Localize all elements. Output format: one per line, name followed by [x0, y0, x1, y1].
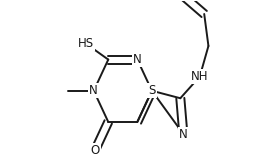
Text: N: N — [179, 128, 188, 141]
Text: HS: HS — [78, 37, 94, 50]
Text: N: N — [89, 84, 98, 97]
Text: NH: NH — [191, 70, 208, 83]
Text: S: S — [148, 84, 156, 97]
Text: N: N — [133, 53, 142, 66]
Text: O: O — [91, 144, 100, 156]
